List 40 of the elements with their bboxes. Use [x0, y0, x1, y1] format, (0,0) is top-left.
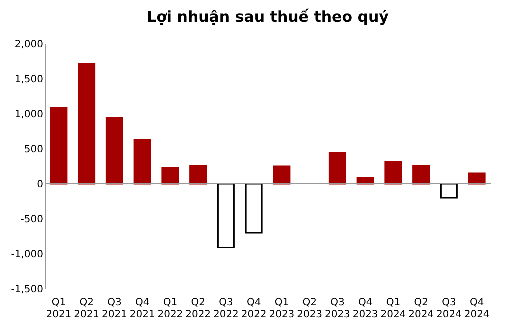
- bar: [134, 139, 152, 185]
- y-tick-label: -500: [20, 214, 44, 226]
- bar: [50, 106, 68, 185]
- bar: [78, 64, 96, 185]
- y-tick-label: -1,000: [11, 250, 44, 260]
- y-tick-label: 500: [24, 144, 44, 156]
- x-tick-label: Q1 2024: [380, 298, 406, 320]
- x-tick-label: Q1 2022: [158, 298, 184, 320]
- y-tick-label: -1,500: [11, 284, 44, 296]
- y-tick-label: 1,000: [14, 110, 44, 120]
- bar: [328, 152, 346, 185]
- y-tick-label: 2,000: [14, 40, 44, 50]
- bar: [440, 183, 458, 199]
- x-tick-label: Q2 2022: [186, 298, 212, 320]
- bar: [106, 117, 124, 185]
- y-tick-label: 1,500: [14, 74, 44, 86]
- x-tick-label: Q1 2023: [269, 298, 295, 320]
- x-tick-label: Q2 2021: [74, 298, 100, 320]
- x-tick-label: Q3 2021: [102, 298, 128, 320]
- bar: [356, 176, 374, 185]
- bar: [217, 183, 235, 248]
- bar: [468, 172, 486, 185]
- x-tick-label: Q3 2022: [213, 298, 239, 320]
- x-tick-label: Q3 2024: [436, 298, 462, 320]
- x-tick-label: Q4 2024: [464, 298, 490, 320]
- bar: [384, 162, 402, 185]
- x-tick-label: Q2 2024: [408, 298, 434, 320]
- bar: [190, 165, 208, 185]
- bar: [273, 166, 291, 185]
- bar: [162, 167, 180, 185]
- x-tick-label: Q1 2021: [46, 298, 72, 320]
- x-tick-label: Q2 2023: [297, 298, 323, 320]
- bar: [245, 183, 263, 234]
- bar: [412, 165, 430, 185]
- x-tick-label: Q3 2023: [324, 298, 350, 320]
- chart-title: Lợi nhuận sau thuế theo quý: [147, 8, 390, 26]
- y-tick-label: 0: [37, 180, 44, 190]
- x-tick-label: Q4 2023: [352, 298, 378, 320]
- x-tick-label: Q4 2021: [130, 298, 156, 320]
- x-tick-label: Q4 2022: [241, 298, 267, 320]
